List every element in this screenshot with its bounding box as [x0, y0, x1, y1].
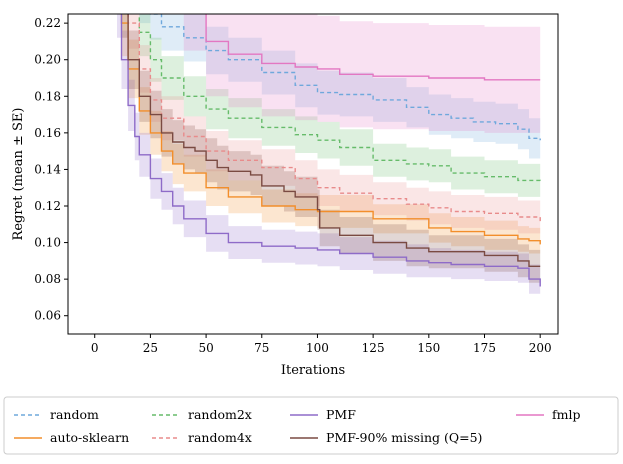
series-lines: [120, 14, 541, 287]
line-pmf-90-missing-q-5: [127, 14, 541, 267]
y-tick-label: 0.22: [34, 16, 61, 30]
legend-label-auto-sklearn: auto-sklearn: [50, 430, 129, 445]
confidence-bands: [117, 14, 541, 302]
y-tick-label: 0.14: [34, 162, 61, 176]
y-tick-label: 0.12: [34, 199, 61, 213]
line-random: [149, 14, 541, 141]
y-axis-ticks: 0.06 0.08 0.10 0.12 0.14 0.16 0.18 0.20 0.22: [34, 16, 68, 323]
legend: random auto-sklearn random2x random4x PMF PMF…: [14, 407, 580, 445]
x-axis-label: Iterations: [281, 363, 345, 378]
plot-frame: [67, 13, 559, 335]
legend-label-random: random: [50, 407, 99, 422]
band-random2x: [139, 14, 541, 199]
y-tick-label: 0.10: [34, 236, 61, 250]
y-tick-label: 0.16: [34, 126, 61, 140]
line-auto-sklearn: [120, 14, 541, 245]
band-fmlp: [183, 14, 541, 133]
legend-box: [3, 396, 619, 455]
legend-label-random2x: random2x: [188, 407, 252, 422]
line-fmlp: [205, 14, 541, 81]
y-tick-label: 0.18: [34, 89, 61, 103]
y-tick-label: 0.20: [34, 53, 61, 67]
legend-label-fmlp: fmlp: [552, 407, 580, 422]
x-tick-label: 50: [198, 341, 213, 355]
band-random4x: [128, 14, 541, 239]
y-tick-label: 0.08: [34, 272, 61, 286]
x-tick-label: 200: [529, 341, 552, 355]
line-pmf: [120, 14, 541, 287]
x-tick-label: 150: [417, 341, 440, 355]
x-tick-label: 100: [306, 341, 329, 355]
legend-label-random4x: random4x: [188, 430, 252, 445]
band-auto-sklearn: [121, 14, 541, 258]
band-pmf: [117, 14, 541, 302]
y-axis-label: Regret (mean ± SE): [11, 108, 26, 241]
y-tick-label: 0.06: [34, 309, 61, 323]
x-axis-ticks: 0 25 50 75 100 125 150 175 200: [91, 334, 552, 355]
band-random: [139, 14, 541, 161]
x-tick-label: 175: [473, 341, 496, 355]
x-tick-label: 75: [254, 341, 269, 355]
x-tick-label: 25: [143, 341, 158, 355]
line-random2x: [138, 14, 541, 183]
legend-label-pmf-90-missing-q-5: PMF-90% missing (Q=5): [326, 430, 482, 445]
legend-label-pmf: PMF: [326, 407, 356, 422]
x-tick-label: 0: [91, 341, 99, 355]
x-tick-label: 125: [362, 341, 385, 355]
